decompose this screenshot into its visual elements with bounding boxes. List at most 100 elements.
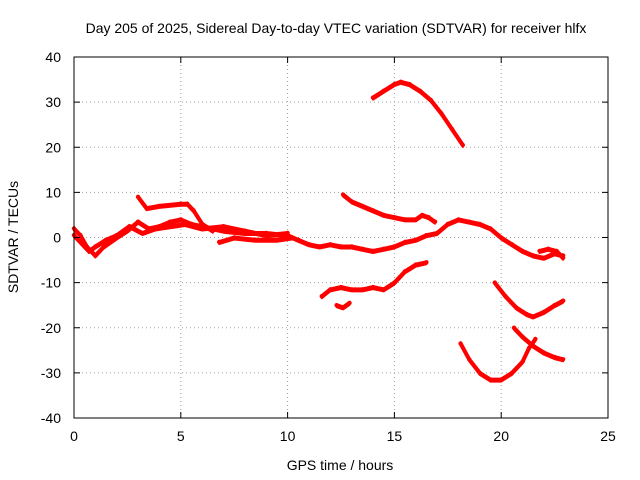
x-tick-label: 10 xyxy=(280,428,296,444)
data-point xyxy=(370,208,376,213)
chart-title: Day 205 of 2025, Sidereal Day-to-day VTE… xyxy=(86,20,587,36)
data-point xyxy=(360,246,365,251)
data-point xyxy=(210,228,215,233)
data-point xyxy=(349,244,354,249)
data-point xyxy=(402,217,408,222)
series-line-shadow-track-5 xyxy=(342,195,436,225)
data-point xyxy=(531,343,536,348)
data-point xyxy=(560,255,566,260)
data-point xyxy=(477,370,482,376)
data-point xyxy=(78,239,83,245)
data-point xyxy=(289,235,295,240)
data-point xyxy=(114,233,119,238)
x-tick-label: 0 xyxy=(70,428,78,444)
data-point xyxy=(349,199,354,204)
y-tick-label: 30 xyxy=(45,94,61,110)
data-point xyxy=(477,221,482,227)
data-point xyxy=(456,217,461,222)
data-point xyxy=(101,244,107,249)
data-point xyxy=(253,237,258,242)
data-point xyxy=(153,226,158,231)
data-point xyxy=(360,203,365,209)
data-point xyxy=(560,357,566,362)
data-point xyxy=(347,300,352,306)
series-line-shadow-track-7 xyxy=(320,263,428,300)
data-point xyxy=(200,221,205,227)
data-point xyxy=(524,312,529,317)
x-axis-label: GPS time / hours xyxy=(287,457,394,473)
data-point xyxy=(460,142,465,148)
data-point xyxy=(328,287,333,292)
y-tick-label: 10 xyxy=(45,184,61,200)
series-line-track-12 xyxy=(537,246,566,260)
data-point xyxy=(370,95,376,100)
data-point xyxy=(221,224,226,229)
y-tick-label: -20 xyxy=(41,320,61,336)
data-point xyxy=(127,224,132,229)
data-point xyxy=(511,325,517,330)
data-point xyxy=(428,97,433,103)
y-axis-label: SDTVAR / TECUs xyxy=(5,181,21,293)
data-point xyxy=(407,81,412,87)
data-point xyxy=(103,237,109,242)
data-point xyxy=(340,192,346,197)
data-point xyxy=(509,242,515,247)
series-line-shadow-track-6 xyxy=(372,82,464,148)
data-point xyxy=(182,221,188,227)
y-tick-label: 40 xyxy=(45,49,61,65)
data-point xyxy=(554,248,559,254)
data-point xyxy=(449,127,455,132)
data-point xyxy=(499,235,504,240)
data-point xyxy=(426,215,431,220)
data-point xyxy=(520,359,525,364)
data-point xyxy=(221,228,226,233)
data-point xyxy=(306,242,312,247)
data-point xyxy=(531,253,536,258)
data-point xyxy=(317,244,322,249)
data-point xyxy=(242,228,248,233)
x-tick-label: 5 xyxy=(177,428,185,444)
series-line-track-10 xyxy=(492,280,566,319)
data-point xyxy=(541,255,547,260)
data-point xyxy=(488,377,493,382)
x-tick-label: 15 xyxy=(387,428,403,444)
data-point xyxy=(86,248,92,254)
data-point xyxy=(144,206,149,211)
data-point xyxy=(140,230,145,236)
data-point xyxy=(167,219,173,224)
data-point xyxy=(520,248,525,254)
data-point xyxy=(217,239,222,245)
y-tick-label: 0 xyxy=(53,230,61,246)
data-point xyxy=(552,303,557,308)
data-point xyxy=(338,284,344,290)
data-point xyxy=(349,287,354,292)
data-point xyxy=(370,284,376,290)
series-line-track-11 xyxy=(512,325,566,362)
y-tick-label: 20 xyxy=(45,139,61,155)
data-point xyxy=(285,230,290,236)
data-point xyxy=(135,219,141,224)
data-point xyxy=(467,357,472,362)
data-point xyxy=(274,237,280,242)
data-point xyxy=(370,248,376,254)
series-line-track-7 xyxy=(319,260,429,299)
data-point xyxy=(413,237,418,242)
data-point xyxy=(526,345,532,351)
y-tick-label: -30 xyxy=(41,365,61,381)
data-point xyxy=(157,203,162,209)
data-point xyxy=(420,212,425,218)
data-point xyxy=(93,244,98,249)
data-point xyxy=(541,309,547,315)
data-point xyxy=(360,287,365,292)
data-point xyxy=(381,212,386,218)
data-point xyxy=(520,334,525,339)
data-point xyxy=(424,233,429,238)
grid-layer xyxy=(74,57,608,418)
data-point xyxy=(552,354,557,360)
data-point xyxy=(338,244,344,249)
series-line-shadow-track-12 xyxy=(538,249,565,261)
data-point xyxy=(296,237,301,242)
data-point xyxy=(392,81,397,87)
data-point xyxy=(167,224,173,229)
